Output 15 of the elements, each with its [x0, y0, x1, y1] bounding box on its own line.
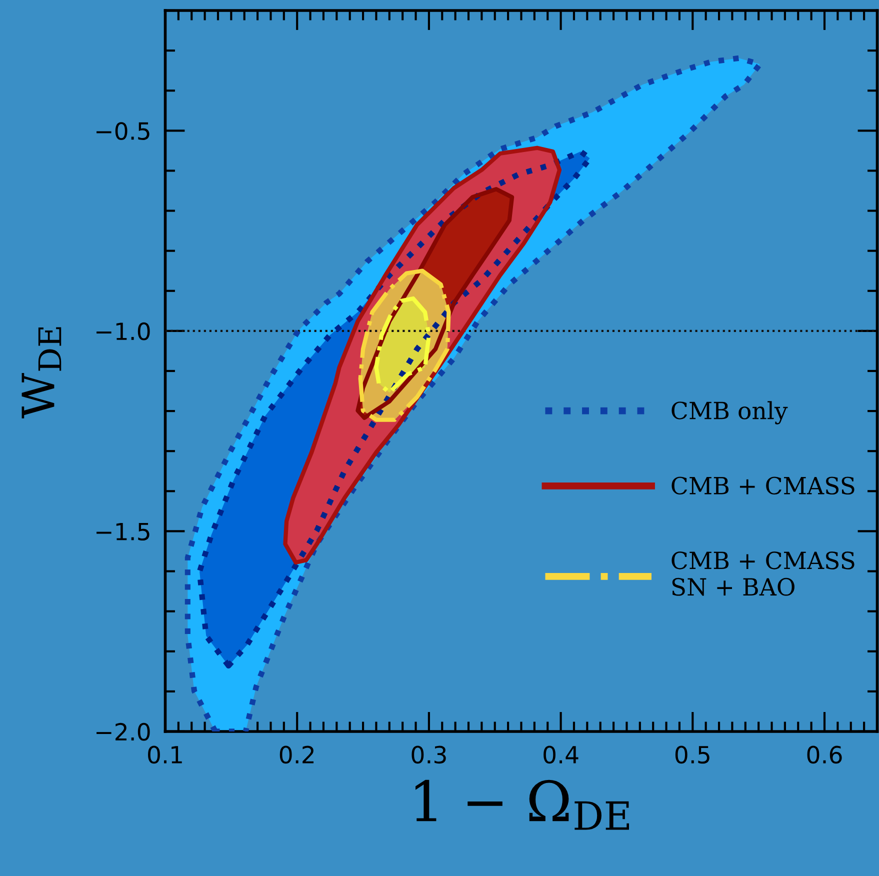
legend-label: CMB only — [672, 401, 788, 424]
y-tick-label: −2.0 — [96, 722, 150, 741]
legend-label: CMB + CMASS — [672, 476, 854, 495]
x-tick-label: 0.3 — [412, 746, 446, 764]
legend-label: CMB + CMASS SN + BAO — [672, 551, 854, 596]
x-tick-label: 0.2 — [280, 746, 314, 764]
x-tick-label: 0.4 — [544, 746, 578, 764]
x-axis-title: 1 − Ω$_{DE}$ — [416, 780, 629, 830]
y-tick-label: −0.5 — [96, 122, 150, 140]
y-axis-title: W$_{DE}$ — [22, 327, 62, 418]
y-tick-label: −1.0 — [96, 322, 150, 340]
x-tick-label: 0.1 — [148, 746, 182, 764]
x-tick-label: 0.6 — [807, 746, 842, 764]
x-tick-label: 0.5 — [675, 746, 710, 764]
y-tick-label: −1.5 — [96, 522, 150, 541]
